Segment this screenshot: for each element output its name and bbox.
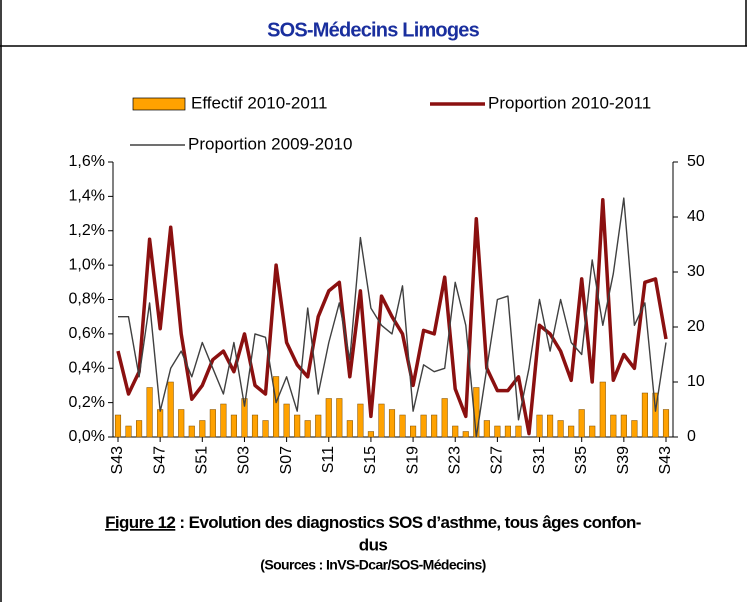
x-tick-label: S31 [531,446,548,475]
bar [420,414,427,438]
bar [199,420,206,438]
x-tick-label: S03 [236,446,253,475]
caption-text: dus [359,535,388,554]
bar [589,425,596,438]
bar [515,425,522,438]
bar [557,420,564,438]
y-tick-label: 0,4% [69,359,105,376]
bar [620,414,627,438]
bar [114,414,122,438]
y2-tick-label: 30 [687,263,705,280]
y-tick-label: 1,2% [69,222,105,239]
y-tick-label: 0,2% [69,394,105,411]
bar [157,409,164,438]
bar [452,425,459,438]
x-tick-label: S39 [615,446,632,475]
bar [125,425,132,438]
y-tick-label: 1,0% [69,256,105,273]
y2-tick-label: 0 [687,428,696,445]
y-tick-label: 1,4% [69,188,105,205]
line-series [118,197,667,438]
bar [188,425,195,438]
x-tick-label: S19 [404,446,421,475]
x-tick-label: S35 [573,446,590,475]
bar [136,420,143,438]
bar [357,403,364,438]
bar [304,420,311,438]
bar [283,403,290,438]
bar [662,409,670,438]
bar [536,414,543,438]
bar [462,431,469,438]
bar [431,414,438,438]
bar [241,398,248,438]
bar [209,409,216,438]
legend-swatch [132,97,186,111]
bar [599,381,606,438]
bar [578,409,585,438]
y2-tick-label: 40 [687,208,705,225]
bar [399,414,406,438]
x-tick-label: S27 [489,446,506,475]
y-tick-label: 1,6% [69,153,105,170]
caption-source: (Sources : InVS-Dcar/SOS-Médecins) [260,557,485,573]
x-tick-label: S43 [657,446,674,475]
bar [220,403,227,438]
bar [378,403,385,438]
bar [178,409,185,438]
bar [146,387,153,438]
figure-number: Figure 12 [105,513,175,532]
y2-tick-label: 20 [687,318,705,335]
bar [631,420,638,438]
bar [367,431,374,438]
y-tick-label: 0,8% [69,291,105,308]
bar [547,414,554,438]
y2-tick-label: 10 [687,373,705,390]
bar [346,420,353,438]
line-series [116,198,668,436]
y-tick-label: 0,0% [69,428,105,445]
x-tick-label: S23 [446,446,463,475]
bar [230,414,237,438]
y-tick-label: 0,6% [69,325,105,342]
bar [388,409,396,438]
x-tick-label: S11 [320,446,337,473]
x-tick-label: S15 [362,446,379,475]
bar [610,414,617,438]
bar [325,398,332,438]
bar [494,425,501,438]
bar [410,425,417,438]
bar [504,425,511,438]
caption-text: : Evolution des diagnostics SOS d’asthme… [175,513,641,532]
x-tick-label: S51 [194,446,211,475]
bar [315,414,322,438]
y2-tick-label: 50 [687,153,705,170]
bar [336,398,343,438]
bar [251,414,259,438]
legend-label: Proportion 2009-2010 [188,134,352,153]
bar [568,425,575,438]
bar [641,392,648,438]
bar [652,392,659,438]
bar [483,420,490,438]
legend-label: Proportion 2010-2011 [488,93,651,112]
bar [441,398,448,438]
x-tick-label: S47 [151,446,168,475]
page-header: SOS-Médecins Limoges [267,19,480,41]
x-tick-label: S43 [109,446,126,475]
bar [262,420,269,438]
caption-line: Figure 12 : Evolution des diagnostics SO… [105,513,641,532]
bar [294,414,301,438]
bar [273,376,280,438]
legend-label: Effectif 2010-2011 [191,93,327,112]
bar [167,381,174,438]
x-tick-label: S07 [278,446,295,475]
